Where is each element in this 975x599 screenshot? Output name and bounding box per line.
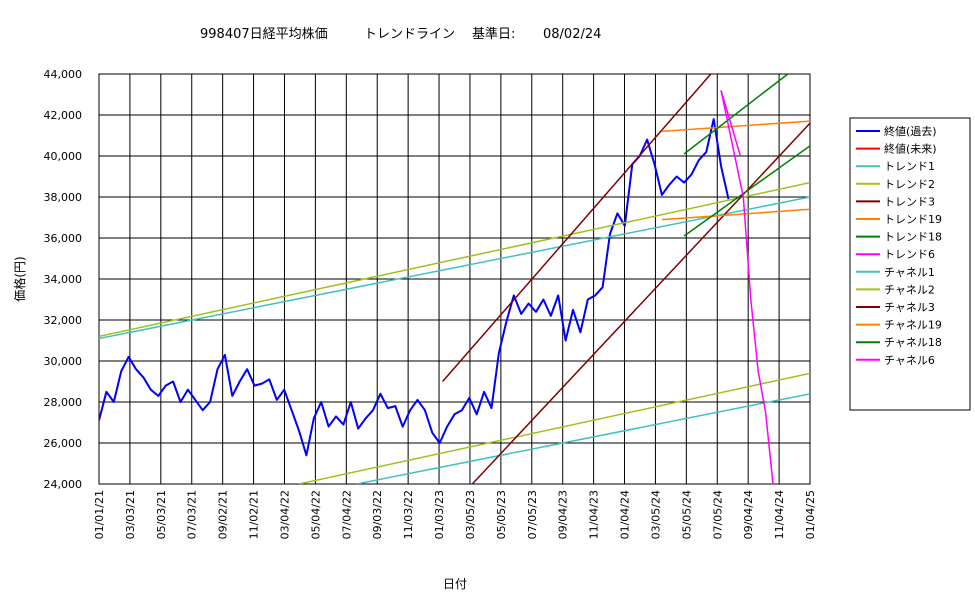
x-tick-label: 05/04/22 bbox=[309, 490, 322, 539]
x-tick-label: 09/04/24 bbox=[742, 490, 755, 539]
x-tick-label: 07/05/24 bbox=[711, 490, 724, 539]
series-line bbox=[661, 208, 810, 221]
series-line bbox=[442, 74, 712, 382]
x-tick-label: 03/05/24 bbox=[649, 490, 662, 539]
x-tick-label: 11/04/23 bbox=[588, 490, 601, 539]
series-line bbox=[661, 120, 810, 133]
chart-subtitle: トレンドライン bbox=[364, 27, 455, 42]
legend-label: 終値(過去) bbox=[884, 124, 937, 138]
x-tick-label: 05/05/23 bbox=[495, 490, 508, 539]
x-tick-label: 03/04/22 bbox=[278, 490, 291, 539]
y-tick-label: 32,000 bbox=[44, 314, 83, 327]
x-tick-label: 03/03/21 bbox=[124, 490, 137, 539]
x-tick-label: 11/04/24 bbox=[773, 490, 786, 539]
legend-label: チャネル6 bbox=[884, 354, 935, 367]
legend-label: トレンド1 bbox=[884, 160, 935, 173]
x-tick-label: 01/03/23 bbox=[433, 490, 446, 539]
grid bbox=[98, 73, 811, 485]
y-axis-label: 価格(円) bbox=[12, 256, 27, 301]
x-tick-label: 03/05/23 bbox=[464, 490, 477, 539]
x-tick-label: 09/02/21 bbox=[217, 490, 230, 539]
y-axis-ticks: 24,000 26,000 28,000 30,000 32,000 34,000 36,0… bbox=[44, 68, 83, 491]
x-tick-label: 11/02/21 bbox=[248, 490, 261, 539]
x-tick-label: 05/03/21 bbox=[155, 490, 168, 539]
series-line bbox=[683, 74, 789, 155]
ref-date-label: 基準日: bbox=[472, 26, 515, 42]
y-tick-label: 42,000 bbox=[44, 109, 83, 122]
legend-label: チャネル1 bbox=[884, 266, 935, 279]
chart-title: 998407日経平均株価 bbox=[200, 27, 328, 42]
y-tick-label: 40,000 bbox=[44, 150, 83, 163]
x-tick-label: 09/04/23 bbox=[557, 490, 570, 539]
series-line bbox=[356, 393, 810, 484]
legend-label: 終値(未来) bbox=[884, 142, 937, 156]
x-tick-label: 01/01/21 bbox=[93, 490, 106, 539]
legend-label: トレンド3 bbox=[884, 195, 935, 208]
ref-date-value: 08/02/24 bbox=[543, 27, 601, 42]
legend-label: チャネル19 bbox=[884, 319, 942, 332]
legend-label: チャネル3 bbox=[884, 301, 935, 314]
x-tick-label: 07/04/22 bbox=[340, 490, 353, 539]
y-tick-label: 30,000 bbox=[44, 355, 83, 368]
y-tick-label: 26,000 bbox=[44, 437, 83, 450]
legend-label: トレンド2 bbox=[884, 178, 935, 191]
legend-label: チャネル2 bbox=[884, 283, 935, 296]
y-tick-label: 28,000 bbox=[44, 396, 83, 409]
legend-label: トレンド6 bbox=[884, 248, 935, 261]
y-tick-label: 36,000 bbox=[44, 232, 83, 245]
x-tick-label: 01/04/24 bbox=[619, 490, 632, 539]
x-axis-ticks: 01/01/21 03/03/21 05/03/21 07/03/21 09/02/21… bbox=[93, 490, 817, 539]
x-tick-label: 09/03/22 bbox=[371, 490, 384, 539]
x-tick-label: 11/03/22 bbox=[402, 490, 415, 539]
legend-label: トレンド19 bbox=[884, 213, 942, 226]
y-tick-label: 38,000 bbox=[44, 191, 83, 204]
series-line bbox=[720, 90, 742, 157]
series-line bbox=[471, 122, 810, 484]
series-line bbox=[683, 145, 810, 237]
legend: 終値(過去) 終値(未来) トレンド1 トレンド2 トレンド3 トレンド19 トレンド18 ト… bbox=[856, 124, 942, 367]
y-tick-label: 44,000 bbox=[44, 68, 83, 81]
series-line bbox=[99, 181, 810, 338]
series-line bbox=[99, 196, 810, 340]
series-layer bbox=[99, 74, 810, 484]
x-tick-label: 05/05/24 bbox=[680, 490, 693, 539]
series-line bbox=[298, 372, 810, 484]
x-axis-label: 日付 bbox=[443, 577, 467, 591]
x-tick-label: 07/05/23 bbox=[526, 490, 539, 539]
y-tick-label: 24,000 bbox=[44, 478, 83, 491]
x-tick-label: 01/04/25 bbox=[804, 490, 817, 539]
y-tick-label: 34,000 bbox=[44, 273, 83, 286]
x-tick-label: 07/03/21 bbox=[186, 490, 199, 539]
legend-label: トレンド18 bbox=[884, 231, 942, 244]
legend-label: チャネル18 bbox=[884, 336, 942, 349]
series-line bbox=[720, 90, 774, 484]
